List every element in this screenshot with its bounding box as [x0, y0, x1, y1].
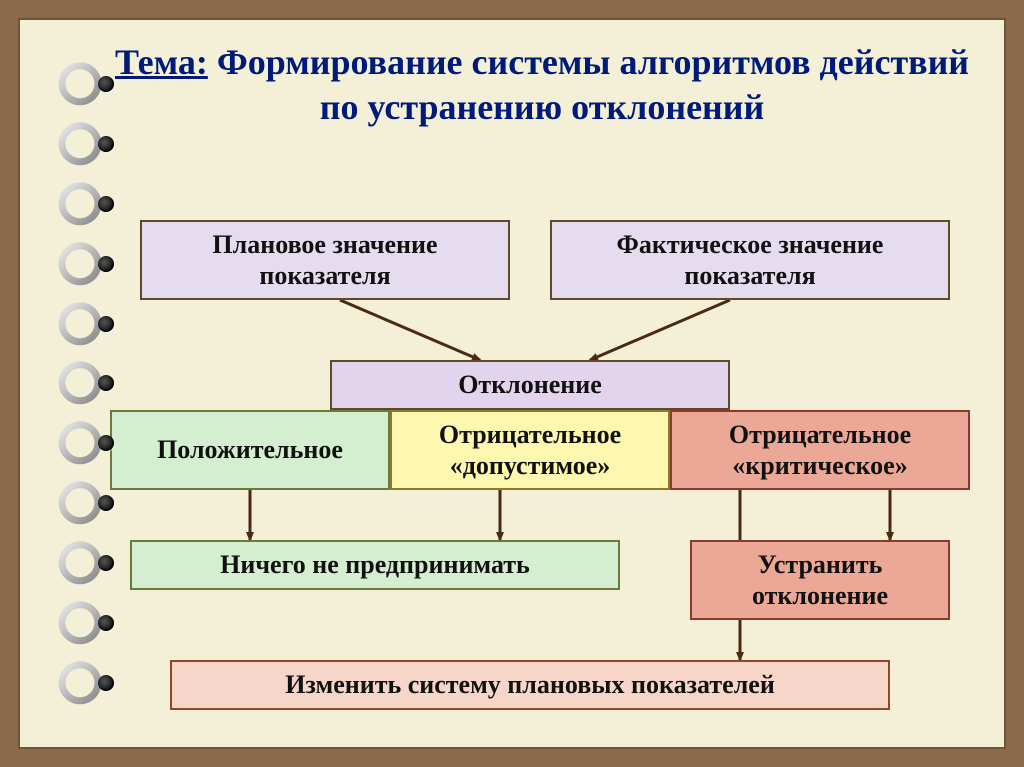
- slide-frame: Тема: Формирование системы алгоритмов де…: [0, 0, 1024, 767]
- box-actual: Фактическое значение показателя: [550, 220, 950, 300]
- box-positive: Положительное: [110, 410, 390, 490]
- box-eliminate: Устранить отклонение: [690, 540, 950, 620]
- binding-ring: [58, 419, 106, 467]
- binding-ring: [58, 359, 106, 407]
- box-change_sys: Изменить систему плановых показателей: [170, 660, 890, 710]
- box-planned: Плановое значение показателя: [140, 220, 510, 300]
- box-deviation: Отклонение: [330, 360, 730, 410]
- slide-title: Тема: Формирование системы алгоритмов де…: [110, 40, 974, 130]
- binding-ring: [58, 240, 106, 288]
- binding-ring: [58, 120, 106, 168]
- arrow-actual-to-deviation: [590, 300, 730, 360]
- title-prefix: Тема:: [115, 42, 208, 82]
- slide-panel: Тема: Формирование системы алгоритмов де…: [18, 18, 1006, 749]
- binding-ring: [58, 599, 106, 647]
- box-neg_ok: Отрицательное «допустимое»: [390, 410, 670, 490]
- box-neg_crit: Отрицательное «критическое»: [670, 410, 970, 490]
- binding-ring: [58, 180, 106, 228]
- content-area: Тема: Формирование системы алгоритмов де…: [110, 40, 974, 727]
- binding-ring: [58, 300, 106, 348]
- binding-ring: [58, 60, 106, 108]
- spiral-binding: [58, 60, 118, 707]
- box-do_nothing: Ничего не предпринимать: [130, 540, 620, 590]
- title-rest: Формирование системы алгоритмов действий…: [208, 42, 969, 127]
- binding-ring: [58, 659, 106, 707]
- arrow-planned-to-deviation: [340, 300, 480, 360]
- binding-ring: [58, 539, 106, 587]
- binding-ring: [58, 479, 106, 527]
